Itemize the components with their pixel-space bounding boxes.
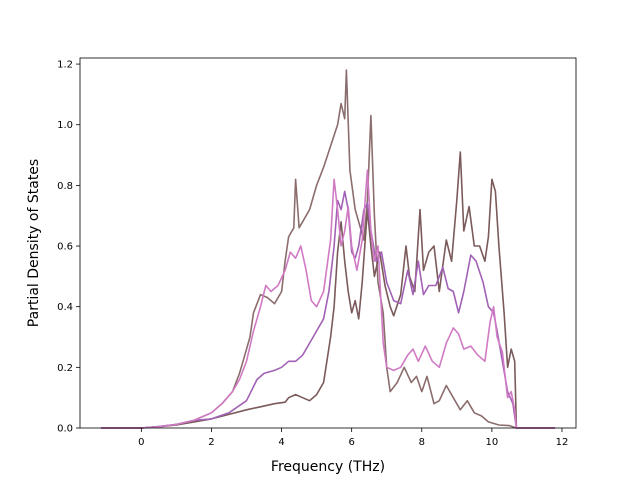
- x-axis-ticks: 0 2 4 6 8 10 12: [138, 428, 568, 448]
- x-tick-label: 0: [138, 437, 144, 448]
- x-tick-label: 8: [419, 437, 425, 448]
- x-axis-label: Frequency (THz): [271, 459, 385, 475]
- series-layer: [101, 69, 555, 429]
- y-tick-label: 0.0: [57, 424, 73, 435]
- series-line-3: [101, 190, 555, 429]
- y-tick-label: 0.4: [57, 302, 73, 313]
- y-tick-label: 1.0: [57, 120, 73, 131]
- x-tick-label: 2: [208, 437, 214, 448]
- y-axis-label: Partial Density of States: [26, 159, 42, 327]
- axes-frame: [79, 57, 577, 429]
- x-tick-label: 12: [556, 437, 569, 448]
- series-line-2: [101, 151, 555, 429]
- x-tick-label: 6: [348, 437, 354, 448]
- y-tick-label: 0.6: [57, 242, 73, 253]
- y-tick-label: 0.8: [57, 181, 73, 192]
- y-tick-label: 1.2: [57, 60, 73, 71]
- series-line-1: [101, 69, 555, 429]
- series-line-4: [101, 169, 555, 429]
- y-tick-label: 0.2: [57, 363, 73, 374]
- x-tick-label: 4: [278, 437, 284, 448]
- x-tick-label: 10: [486, 437, 499, 448]
- y-axis-ticks: 0.0 0.2 0.4 0.6 0.8 1.0 1.2: [57, 60, 80, 435]
